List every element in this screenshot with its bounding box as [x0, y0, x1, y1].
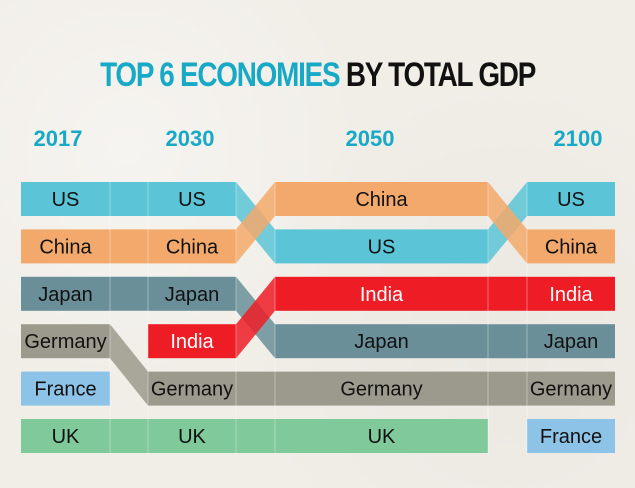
label-germany-2050: Germany — [340, 379, 422, 401]
flow-china-2050-2100 — [488, 182, 527, 264]
bar-us-2030 — [148, 182, 236, 216]
label-uk-2030: UK — [178, 426, 206, 448]
bar-japan-2030 — [148, 276, 236, 311]
bar-uk-2050 — [275, 419, 488, 453]
flow-india-2030-2050 — [236, 276, 275, 359]
bar-us-2100 — [527, 182, 615, 216]
year-label-2100: 2100 — [554, 126, 603, 151]
label-france-2100: France — [540, 426, 602, 448]
flow-japan-2050-2100 — [488, 324, 527, 359]
bar-germany-2017 — [21, 324, 110, 359]
label-uk-2017: UK — [52, 426, 80, 448]
label-us-2100: US — [557, 189, 585, 211]
label-india-2030: India — [170, 331, 214, 353]
bar-japan-2100 — [527, 324, 615, 359]
label-china-2030: China — [166, 236, 219, 258]
bar-germany-2030 — [148, 371, 236, 406]
bar-china-2050 — [275, 182, 488, 216]
flow-uk-2017-2030 — [110, 419, 148, 453]
label-germany-2030: Germany — [151, 379, 233, 401]
bar-germany-2050 — [275, 371, 488, 406]
flow-us-2017-2030 — [110, 182, 148, 216]
flow-uk-2030-2050 — [236, 419, 275, 453]
bar-uk-2017 — [21, 419, 110, 453]
year-label-2030: 2030 — [166, 126, 215, 151]
label-germany-2017: Germany — [24, 331, 106, 353]
label-china-2050: China — [355, 189, 408, 211]
label-us-2050: US — [368, 236, 396, 258]
label-india-2100: India — [549, 284, 593, 306]
label-us-2017: US — [52, 189, 80, 211]
label-france-2017: France — [34, 379, 96, 401]
flow-japan-2017-2030 — [110, 276, 148, 311]
bar-france-2100 — [527, 419, 615, 453]
label-india-2050: India — [360, 284, 404, 306]
title-rest: BY TOTAL GDP — [345, 56, 536, 94]
bar-china-2017 — [21, 229, 110, 264]
flow-china-2030-2050 — [236, 182, 275, 264]
flow-china-2017-2030 — [110, 229, 148, 264]
bar-india-2050 — [275, 276, 488, 311]
label-us-2030: US — [178, 189, 206, 211]
bar-india-2030 — [148, 324, 236, 359]
year-label-2017: 2017 — [34, 126, 83, 151]
bar-germany-2100 — [527, 371, 615, 406]
bar-japan-2017 — [21, 276, 110, 311]
year-label-2050: 2050 — [346, 126, 395, 151]
bar-japan-2050 — [275, 324, 488, 359]
label-japan-2050: Japan — [354, 331, 409, 353]
label-china-2017: China — [39, 236, 92, 258]
label-china-2100: China — [545, 236, 598, 258]
bar-china-2100 — [527, 229, 615, 264]
label-japan-2017: Japan — [38, 284, 93, 306]
bar-india-2100 — [527, 276, 615, 311]
bar-us-2017 — [21, 182, 110, 216]
label-japan-2030: Japan — [165, 284, 220, 306]
bar-us-2050 — [275, 229, 488, 264]
bar-china-2030 — [148, 229, 236, 264]
label-germany-2100: Germany — [530, 379, 612, 401]
flow-germany-2017-2030 — [110, 324, 148, 406]
title-highlight: TOP 6 ECONOMIES — [100, 56, 340, 94]
flows — [21, 180, 615, 455]
bar-uk-2030 — [148, 419, 236, 453]
label-uk-2050: UK — [368, 426, 396, 448]
flow-india-2050-2100 — [488, 276, 527, 311]
flow-germany-2050-2100 — [488, 371, 527, 406]
chart-title: TOP 6 ECONOMIES BY TOTAL GDP — [57, 56, 578, 95]
label-japan-2100: Japan — [544, 331, 599, 353]
flow-germany-2030-2050 — [236, 371, 275, 406]
bar-france-2017 — [21, 371, 110, 406]
